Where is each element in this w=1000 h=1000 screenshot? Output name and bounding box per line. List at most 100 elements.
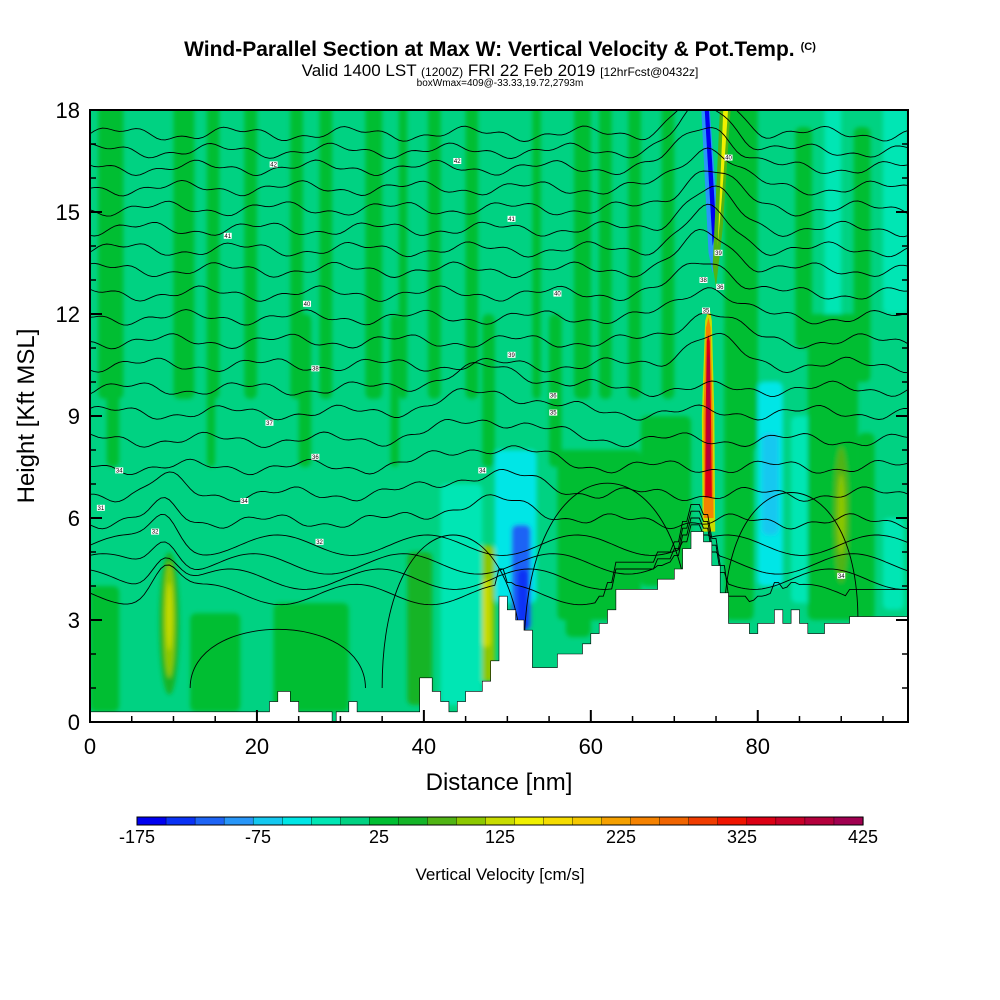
contour-label: 32 [151,528,160,536]
terrain-mask [90,531,908,722]
updraft-streak [407,552,433,705]
theta-contour [90,147,908,197]
updraft-core-group [701,110,731,532]
subtitle-valid: Valid 1400 LST [301,61,417,80]
contour-label-bg [115,467,124,474]
updraft-streak [482,314,495,467]
contour-label-text: 40 [725,156,732,162]
contour-label: 32 [315,538,324,546]
updraft-core-peak [706,351,711,471]
subtitle-utc: (1200Z) [421,65,464,79]
contour-label-text: 35 [703,309,710,315]
contour-label: 38 [699,277,708,284]
contour-label-bg [549,392,558,399]
contour-label-bg [315,538,324,545]
contour-labels: 42 42 41 41 40 40 38 39 37 36 35 36 34 34 34 31 32 32 38 36… [96,154,846,580]
y-tick-label: 9 [68,404,80,429]
contour-label: 34 [240,498,249,505]
colorbar-swatch [746,816,777,826]
colorbar-swatch [543,816,574,826]
colorbar-swatch [514,816,545,826]
theta-contour [90,332,908,374]
x-tick-label: 20 [245,734,269,759]
updraft-streak [298,314,312,467]
contour-label-bg [507,351,516,358]
contour-label-bg [699,277,708,283]
updraft-streak [640,416,691,586]
contour-label-bg [553,290,562,297]
contour-label-bg [269,161,278,168]
contour-label-bg [96,504,105,511]
contour-label-bg [265,419,274,426]
colorbar-tick-label: 425 [848,827,878,847]
colorbar-swatch [165,816,196,826]
updraft-streak [795,127,813,348]
subtitle-date: FRI 22 Feb 2019 [467,61,596,80]
contour-label-text: 36 [312,455,319,461]
theta-contour [90,110,908,142]
contour-label-bg [311,365,320,372]
y-tick-label: 3 [68,608,80,633]
colorbar-swatch [136,816,167,826]
contour-label: 40 [724,154,733,162]
colorbar-swatch [804,816,835,826]
contour-label-text: 34 [838,574,845,580]
contour-label-text: 31 [98,506,105,512]
contour-label: 39 [714,249,723,257]
colorbar-swatch [775,816,806,826]
updraft-streak [398,110,408,399]
updraft-streak [106,314,120,467]
contour-label-bg [453,158,462,164]
updraft-streak [365,110,383,399]
colorbar-swatch [456,816,487,826]
chart-title-mark: (C) [800,41,816,53]
x-tick-label: 0 [84,734,96,759]
colorbar-tick-label: 225 [606,827,636,847]
theta-contour [90,228,908,278]
contour-label: 36 [311,453,320,461]
contour-label-text: 36 [550,394,557,400]
colorbar-swatch [340,816,370,826]
theta-contour [90,445,908,476]
contour-label-text: 39 [715,251,722,257]
box-info: boxWmax=409@-33.33,19.72,2793m [416,78,584,89]
contour-label: 31 [96,504,105,512]
colorbar-label: Vertical Velocity [cm/s] [415,865,584,884]
contour-label: 35 [702,307,711,315]
theta-contour [90,362,908,397]
contour-label: 34 [115,467,124,474]
contour-label-text: 39 [508,353,515,359]
contour-label-text: 42 [454,159,461,165]
updraft-streak [661,110,675,399]
colorbar-swatch [833,816,864,826]
theta-contour [90,287,908,326]
contour-label-text: 41 [508,217,515,223]
downdraft-core [761,433,779,535]
contour-label-text: 32 [152,530,159,536]
contour-label-bg [223,232,232,239]
y-tick-label: 12 [56,302,80,327]
theta-contour-arc [381,534,525,689]
colorbar-frame [136,816,864,826]
updraft-streak [574,110,591,399]
contour-label-text: 40 [554,292,561,298]
theta-contour [90,494,908,530]
contour-label-text: 36 [717,285,724,291]
colorbar-tick-label: -75 [245,827,271,847]
colorbar-swatch [572,816,603,826]
chart-subtitle: Valid 1400 LST (1200Z) FRI 22 Feb 2019 [… [0,61,1000,81]
chart-title: Wind-Parallel Section at Max W: Vertical… [0,38,1000,62]
colorbar-tick-label: -175 [119,827,155,847]
updraft-streak [244,110,257,399]
downdraft-streak [824,110,842,331]
contour-label-bg [311,453,320,460]
theta-contour [90,110,908,160]
theta-contour [90,185,908,238]
contour-label-text: 38 [312,366,319,372]
contour-label: 41 [507,215,516,223]
theta-contour-low [90,513,908,556]
updraft-lower-left-core [166,582,173,651]
contour-label: 42 [453,158,462,165]
updraft-streak [173,110,195,399]
